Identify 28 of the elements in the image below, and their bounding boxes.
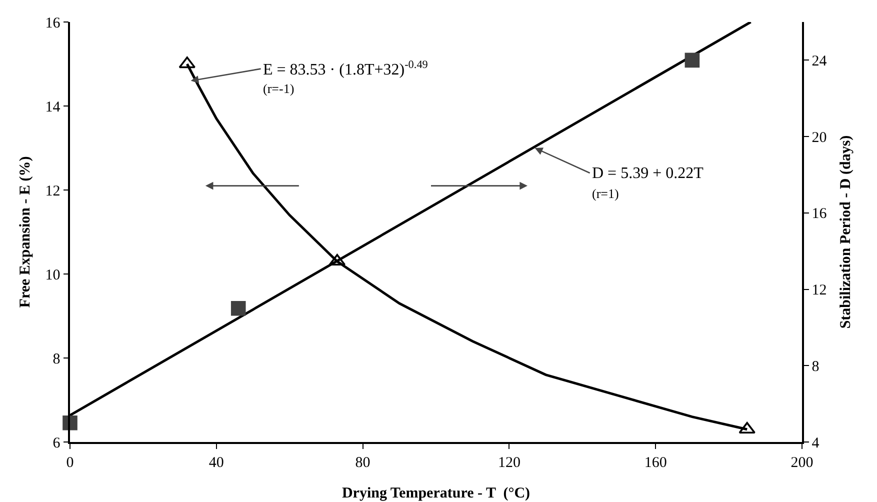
point bbox=[62, 416, 78, 430]
y-axis-title: Free Expansion - E (%) bbox=[18, 156, 34, 308]
x-axis-title: Drying Temperature - T (°C) bbox=[342, 486, 530, 502]
y2-tick-label: 4 bbox=[812, 435, 820, 452]
y-tick-label: 14 bbox=[45, 99, 61, 116]
y-tick-label: 10 bbox=[45, 267, 60, 284]
y-tick-label: 12 bbox=[45, 183, 60, 200]
y2-tick-label: 16 bbox=[812, 206, 828, 222]
x-tick-label: 80 bbox=[355, 454, 370, 471]
y-tick-label: 16 bbox=[45, 15, 61, 32]
point bbox=[684, 52, 700, 68]
annotation: (r=-1) bbox=[263, 81, 294, 96]
y2-tick-label: 12 bbox=[812, 282, 827, 299]
annotation: E = 83.53 · (1.8T+32)$^{-0.49}$ bbox=[263, 59, 428, 79]
x-tick-label: 120 bbox=[498, 454, 520, 471]
annotation: D = 5.39 + 0.22T bbox=[592, 165, 704, 182]
y2-tick-label: 8 bbox=[812, 358, 820, 375]
y2-tick-label: 24 bbox=[812, 53, 828, 70]
y-tick-label: 6 bbox=[52, 435, 61, 452]
annotation: (r=1) bbox=[592, 186, 619, 201]
x-tick-label: 40 bbox=[208, 454, 224, 471]
x-tick-label: 0 bbox=[66, 454, 74, 471]
point bbox=[230, 300, 246, 316]
y2-tick-label: 20 bbox=[812, 130, 827, 146]
x-tick-label: 160 bbox=[644, 454, 667, 471]
y2-axis-title: Stabilization Period - D (days) bbox=[838, 135, 854, 329]
x-tick-label: 200 bbox=[790, 454, 814, 471]
y-tick-label: 8 bbox=[52, 351, 60, 368]
